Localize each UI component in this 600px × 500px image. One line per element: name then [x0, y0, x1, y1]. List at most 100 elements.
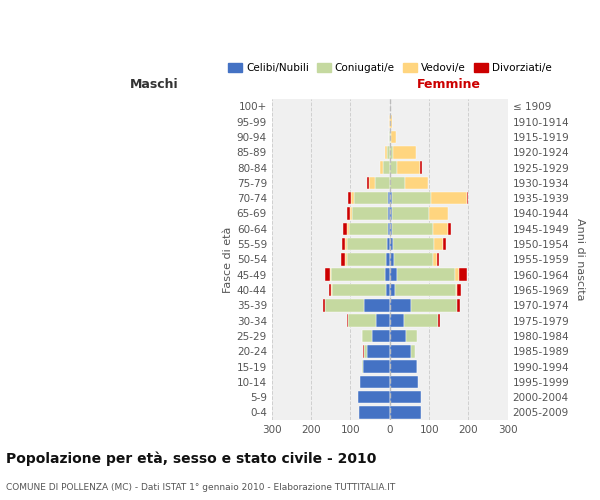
Bar [344, 253, 347, 266]
Bar [346, 238, 347, 250]
Bar [347, 207, 350, 220]
Bar [416, 360, 418, 373]
Bar [390, 238, 393, 250]
Bar [352, 207, 388, 220]
Bar [386, 284, 390, 296]
Bar [390, 116, 392, 128]
Bar [390, 330, 406, 342]
Bar [343, 222, 347, 235]
Bar [359, 406, 390, 419]
Bar [386, 146, 390, 158]
Bar [386, 238, 390, 250]
Bar [361, 376, 390, 388]
Text: Popolazione per età, sesso e stato civile - 2010: Popolazione per età, sesso e stato civil… [6, 451, 376, 466]
Bar [332, 284, 386, 296]
Bar [388, 192, 390, 204]
Bar [390, 162, 397, 174]
Bar [390, 222, 392, 235]
Bar [386, 253, 390, 266]
Bar [434, 238, 443, 250]
Bar [380, 162, 383, 174]
Bar [325, 299, 364, 312]
Bar [329, 268, 331, 281]
Bar [392, 192, 431, 204]
Bar [429, 207, 448, 220]
Bar [433, 222, 448, 235]
Bar [459, 268, 467, 281]
Bar [390, 376, 418, 388]
Bar [331, 284, 332, 296]
Bar [412, 345, 415, 358]
Bar [392, 207, 429, 220]
Bar [390, 406, 421, 419]
Text: Femmine: Femmine [417, 78, 481, 90]
Bar [363, 360, 390, 373]
Bar [347, 253, 386, 266]
Bar [372, 330, 390, 342]
Bar [390, 345, 412, 358]
Bar [329, 284, 331, 296]
Bar [385, 268, 390, 281]
Bar [420, 162, 422, 174]
Bar [390, 207, 392, 220]
Bar [404, 314, 438, 327]
Bar [393, 146, 416, 158]
Bar [390, 176, 405, 189]
Bar [390, 314, 404, 327]
Bar [375, 176, 390, 189]
Bar [455, 284, 457, 296]
Bar [367, 176, 369, 189]
Bar [383, 162, 390, 174]
Bar [388, 222, 390, 235]
Bar [358, 391, 390, 404]
Bar [443, 238, 446, 250]
Bar [390, 192, 392, 204]
Bar [323, 299, 325, 312]
Bar [457, 284, 461, 296]
Bar [392, 222, 433, 235]
Bar [390, 130, 391, 143]
Bar [437, 253, 439, 266]
Bar [390, 360, 416, 373]
Bar [347, 314, 348, 327]
Bar [393, 238, 434, 250]
Bar [351, 192, 355, 204]
Y-axis label: Anni di nascita: Anni di nascita [575, 218, 585, 300]
Bar [394, 253, 433, 266]
Bar [388, 207, 390, 220]
Bar [350, 207, 352, 220]
Bar [362, 360, 363, 373]
Legend: Celibi/Nubili, Coniugati/e, Vedovi/e, Divorziati/e: Celibi/Nubili, Coniugati/e, Vedovi/e, Di… [224, 59, 556, 78]
Bar [364, 345, 367, 358]
Bar [431, 192, 467, 204]
Bar [390, 284, 395, 296]
Bar [390, 268, 397, 281]
Bar [348, 192, 351, 204]
Bar [390, 299, 412, 312]
Text: COMUNE DI POLLENZA (MC) - Dati ISTAT 1° gennaio 2010 - Elaborazione TUTTITALIA.I: COMUNE DI POLLENZA (MC) - Dati ISTAT 1° … [6, 483, 395, 492]
Bar [438, 314, 440, 327]
Bar [448, 222, 451, 235]
Bar [457, 299, 460, 312]
Bar [349, 222, 388, 235]
Bar [391, 130, 396, 143]
Bar [347, 238, 386, 250]
Text: Maschi: Maschi [130, 78, 178, 90]
Bar [406, 330, 416, 342]
Bar [364, 299, 390, 312]
Bar [397, 268, 455, 281]
Bar [341, 253, 344, 266]
Bar [367, 345, 390, 358]
Bar [412, 299, 457, 312]
Bar [389, 130, 390, 143]
Bar [405, 176, 428, 189]
Bar [376, 314, 390, 327]
Bar [433, 253, 437, 266]
Bar [347, 222, 349, 235]
Bar [467, 192, 469, 204]
Bar [325, 268, 329, 281]
Bar [342, 238, 346, 250]
Bar [369, 176, 375, 189]
Bar [397, 162, 420, 174]
Bar [355, 192, 388, 204]
